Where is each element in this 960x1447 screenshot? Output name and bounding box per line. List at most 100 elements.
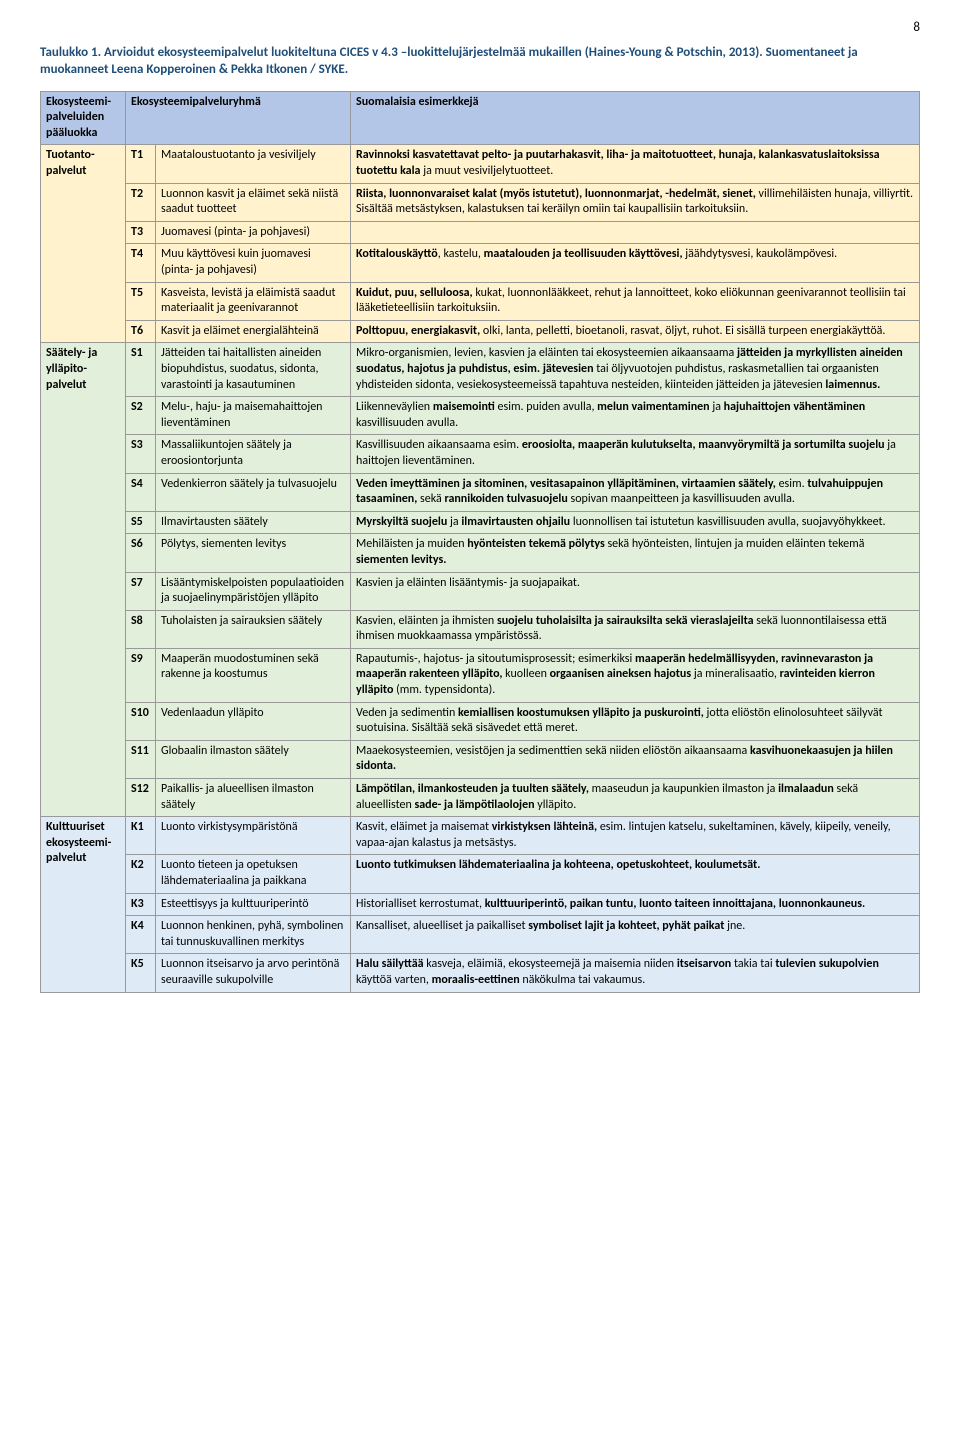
service-group: Muu käyttövesi kuin juomavesi (pinta- ja… (156, 244, 351, 282)
service-example: Liikenneväylien maisemointi esim. puiden… (351, 397, 920, 435)
services-table: Ekosysteemi-palveluiden pääluokka Ekosys… (40, 91, 920, 993)
service-code: T1 (126, 145, 156, 183)
service-code: T2 (126, 183, 156, 221)
table-row: T6Kasvit ja eläimet energialähteinäPoltt… (41, 320, 920, 343)
service-code: S4 (126, 473, 156, 511)
service-group: Ilmavirtausten säätely (156, 511, 351, 534)
service-example: Veden ja sedimentin kemiallisen koostumu… (351, 702, 920, 740)
table-row: Tuotanto-palvelutT1Maataloustuotanto ja … (41, 145, 920, 183)
service-example: Ravinnoksi kasvatettavat pelto- ja puuta… (351, 145, 920, 183)
service-example: Mikro-organismien, levien, kasvien ja el… (351, 343, 920, 397)
service-example: Kasvien, eläinten ja ihmisten suojelu tu… (351, 610, 920, 648)
service-code: S9 (126, 648, 156, 702)
service-code: S1 (126, 343, 156, 397)
service-code: S7 (126, 572, 156, 610)
service-example (351, 221, 920, 244)
table-row: S7Lisääntymiskelpoisten populaatioiden j… (41, 572, 920, 610)
service-group: Jätteiden tai haitallisten aineiden biop… (156, 343, 351, 397)
service-group: Kasvit ja eläimet energialähteinä (156, 320, 351, 343)
service-group: Melu-, haju- ja maisemahaittojen lievent… (156, 397, 351, 435)
service-group: Juomavesi (pinta- ja pohjavesi) (156, 221, 351, 244)
service-group: Kasveista, levistä ja eläimistä saadut m… (156, 282, 351, 320)
service-example: Kasvillisuuden aikaansaama esim. eroosio… (351, 435, 920, 473)
service-example: Riista, luonnonvaraiset kalat (myös istu… (351, 183, 920, 221)
service-group: Maataloustuotanto ja vesiviljely (156, 145, 351, 183)
service-group: Luonnon itseisarvo ja arvo perintönä seu… (156, 954, 351, 992)
service-group: Lisääntymiskelpoisten populaatioiden ja … (156, 572, 351, 610)
service-example: Rapautumis-, hajotus- ja sitoutumisprose… (351, 648, 920, 702)
table-row: T5Kasveista, levistä ja eläimistä saadut… (41, 282, 920, 320)
service-code: S6 (126, 534, 156, 572)
table-row: Kulttuuriset ekosysteemi-palvelutK1Luont… (41, 817, 920, 855)
table-row: S4Vedenkierron säätely ja tulvasuojeluVe… (41, 473, 920, 511)
service-example: Myrskyiltä suojelu ja ilmavirtausten ohj… (351, 511, 920, 534)
service-code: S3 (126, 435, 156, 473)
service-code: T5 (126, 282, 156, 320)
service-group: Vedenlaadun ylläpito (156, 702, 351, 740)
service-example: Polttopuu, energiakasvit, olki, lanta, p… (351, 320, 920, 343)
service-code: S2 (126, 397, 156, 435)
service-code: S11 (126, 740, 156, 778)
service-example: Maaekosysteemien, vesistöjen ja sediment… (351, 740, 920, 778)
service-code: T4 (126, 244, 156, 282)
service-example: Kuidut, puu, selluloosa, kukat, luonnonl… (351, 282, 920, 320)
service-example: Mehiläisten ja muiden hyönteisten tekemä… (351, 534, 920, 572)
col-header-examples: Suomalaisia esimerkkejä (351, 91, 920, 145)
table-row: K3Esteettisyys ja kulttuuriperintöHistor… (41, 893, 920, 916)
service-code: S8 (126, 610, 156, 648)
category-label: Kulttuuriset ekosysteemi-palvelut (41, 817, 126, 992)
service-group: Vedenkierron säätely ja tulvasuojelu (156, 473, 351, 511)
service-group: Globaalin ilmaston säätely (156, 740, 351, 778)
table-row: T2Luonnon kasvit ja eläimet sekä niistä … (41, 183, 920, 221)
service-example: Kansalliset, alueelliset ja paikalliset … (351, 916, 920, 954)
service-code: S12 (126, 779, 156, 817)
table-row: S8Tuholaisten ja sairauksien säätelyKasv… (41, 610, 920, 648)
service-group: Tuholaisten ja sairauksien säätely (156, 610, 351, 648)
table-row: S10Vedenlaadun ylläpitoVeden ja sediment… (41, 702, 920, 740)
table-row: Säätely- ja ylläpito-palvelutS1Jätteiden… (41, 343, 920, 397)
service-example: Historialliset kerrostumat, kulttuuriper… (351, 893, 920, 916)
col-header-category: Ekosysteemi-palveluiden pääluokka (41, 91, 126, 145)
table-row: S11Globaalin ilmaston säätelyMaaekosyste… (41, 740, 920, 778)
table-row: T3Juomavesi (pinta- ja pohjavesi) (41, 221, 920, 244)
table-row: K5Luonnon itseisarvo ja arvo perintönä s… (41, 954, 920, 992)
category-label: Tuotanto-palvelut (41, 145, 126, 343)
service-example: Kasvien ja eläinten lisääntymis- ja suoj… (351, 572, 920, 610)
table-row: K4Luonnon henkinen, pyhä, symbolinen tai… (41, 916, 920, 954)
service-example: Luonto tutkimuksen lähdemateriaalina ja … (351, 855, 920, 893)
service-code: T3 (126, 221, 156, 244)
table-row: S9Maaperän muodostuminen sekä rakenne ja… (41, 648, 920, 702)
service-group: Luonto virkistysympäristönä (156, 817, 351, 855)
service-code: S5 (126, 511, 156, 534)
service-code: T6 (126, 320, 156, 343)
col-header-group: Ekosysteemipalveluryhmä (126, 91, 351, 145)
service-code: K2 (126, 855, 156, 893)
service-example: Kotitalouskäyttö, kastelu, maatalouden j… (351, 244, 920, 282)
service-group: Esteettisyys ja kulttuuriperintö (156, 893, 351, 916)
service-group: Luonnon henkinen, pyhä, symbolinen tai t… (156, 916, 351, 954)
table-row: S3Massaliikuntojen säätely ja eroosionto… (41, 435, 920, 473)
service-example: Veden imeyttäminen ja sitominen, vesitas… (351, 473, 920, 511)
category-label: Säätely- ja ylläpito-palvelut (41, 343, 126, 817)
service-code: K1 (126, 817, 156, 855)
service-group: Maaperän muodostuminen sekä rakenne ja k… (156, 648, 351, 702)
page-number: 8 (40, 20, 920, 37)
service-group: Luonnon kasvit ja eläimet sekä niistä sa… (156, 183, 351, 221)
table-row: S2Melu-, haju- ja maisemahaittojen lieve… (41, 397, 920, 435)
service-group: Paikallis- ja alueellisen ilmaston sääte… (156, 779, 351, 817)
service-code: K5 (126, 954, 156, 992)
table-row: S12Paikallis- ja alueellisen ilmaston sä… (41, 779, 920, 817)
service-code: K3 (126, 893, 156, 916)
service-code: S10 (126, 702, 156, 740)
service-group: Pölytys, siementen levitys (156, 534, 351, 572)
table-header-row: Ekosysteemi-palveluiden pääluokka Ekosys… (41, 91, 920, 145)
table-caption: Taulukko 1. Arvioidut ekosysteemipalvelu… (40, 45, 920, 79)
service-group: Luonto tieteen ja opetuksen lähdemateria… (156, 855, 351, 893)
service-example: Halu säilyttää kasveja, eläimiä, ekosyst… (351, 954, 920, 992)
table-row: S5Ilmavirtausten säätelyMyrskyiltä suoje… (41, 511, 920, 534)
table-row: K2Luonto tieteen ja opetuksen lähdemater… (41, 855, 920, 893)
table-row: S6Pölytys, siementen levitysMehiläisten … (41, 534, 920, 572)
service-group: Massaliikuntojen säätely ja eroosiontorj… (156, 435, 351, 473)
service-example: Kasvit, eläimet ja maisemat virkistyksen… (351, 817, 920, 855)
service-code: K4 (126, 916, 156, 954)
